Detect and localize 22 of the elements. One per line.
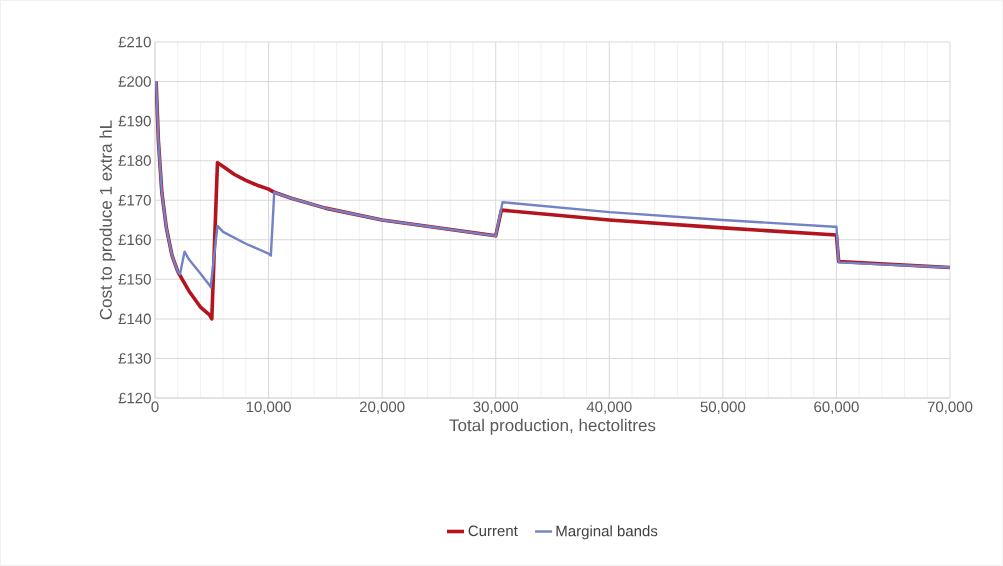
y-tick-label: £160 bbox=[118, 234, 151, 246]
legend-label: Marginal bands bbox=[556, 525, 658, 540]
x-tick-label: 50,000 bbox=[700, 401, 746, 414]
y-tick-label: £150 bbox=[118, 274, 151, 285]
y-tick-label: £190 bbox=[118, 115, 151, 127]
x-tick-label: 30,000 bbox=[473, 401, 519, 414]
x-tick-label: 70,000 bbox=[927, 401, 973, 414]
x-tick-label: 0 bbox=[151, 401, 159, 413]
y-tick-label: £180 bbox=[118, 155, 151, 166]
x-tick-label: 60,000 bbox=[814, 401, 859, 414]
y-tick-label: £210 bbox=[118, 36, 151, 48]
y-tick-label: £170 bbox=[118, 194, 151, 206]
legend-label: Current bbox=[468, 525, 518, 537]
x-tick-label: 20,000 bbox=[359, 401, 405, 414]
y-tick-label: £200 bbox=[118, 76, 151, 87]
y-tick-label: £120 bbox=[118, 392, 151, 404]
x-tick-label: 10,000 bbox=[246, 401, 291, 414]
x-axis-title: Total production, hectolitres bbox=[449, 418, 656, 435]
y-tick-label: £130 bbox=[118, 353, 151, 364]
x-tick-label: 40,000 bbox=[586, 401, 632, 414]
y-tick-label: £140 bbox=[118, 313, 151, 325]
y-axis-title: Cost to produce 1 extra hL bbox=[99, 120, 116, 320]
